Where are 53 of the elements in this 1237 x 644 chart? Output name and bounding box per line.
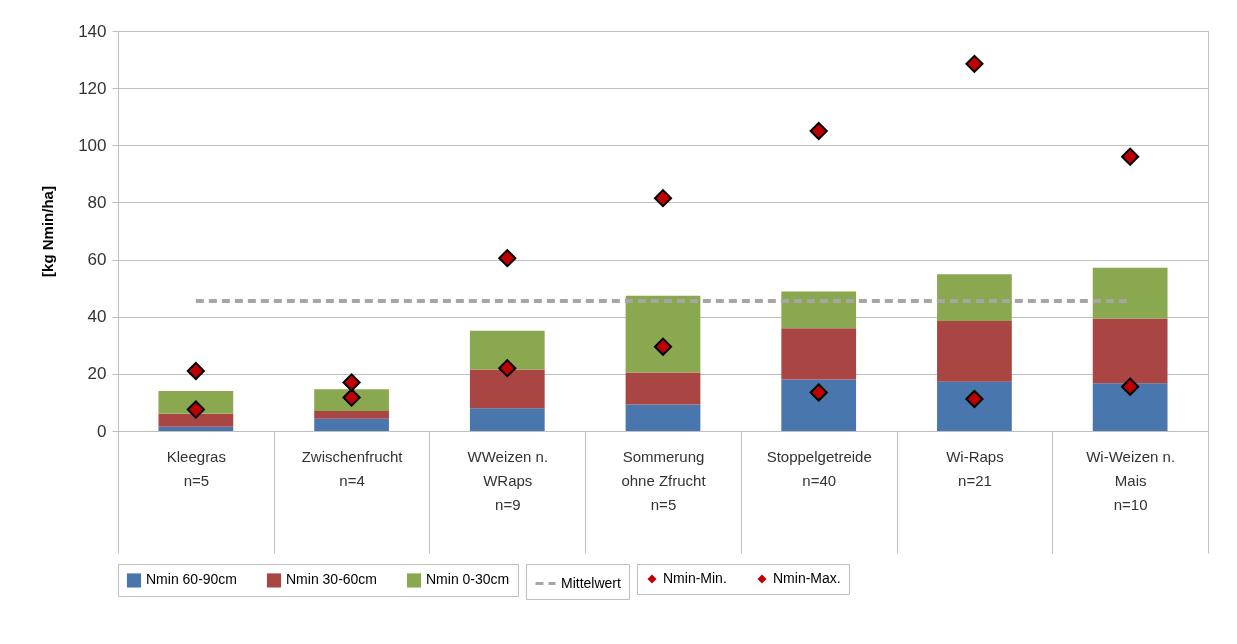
y-tick-label: 140	[78, 21, 107, 41]
point	[965, 54, 984, 73]
bar	[158, 413, 234, 427]
y-tick-label: 40	[87, 307, 107, 327]
y-tick-label: 80	[87, 192, 107, 212]
x-tick-label: Stoppelgetreide n=40	[766, 447, 872, 489]
bar	[781, 328, 857, 380]
bar	[625, 404, 701, 431]
bar	[1092, 267, 1168, 319]
x-tick-label: Wi-Weizen n. Mais n=10	[1086, 447, 1176, 513]
bar	[937, 381, 1012, 431]
y-tick-label: 60	[87, 250, 107, 270]
bar	[937, 321, 1012, 382]
x-tick-label: Wi-Raps n=21	[946, 447, 1004, 489]
legend-label: Nmin-Max.	[773, 570, 841, 586]
y-tick-label: 120	[78, 78, 107, 98]
bar	[625, 372, 701, 405]
bar	[469, 408, 545, 431]
x-tick-label: Kleegras n=5	[166, 447, 226, 489]
point	[809, 121, 828, 141]
bar	[781, 379, 857, 431]
point	[653, 337, 673, 356]
bar	[469, 369, 545, 409]
bar	[781, 291, 857, 329]
legend-label: Nmin-Min.	[663, 570, 727, 586]
point	[342, 373, 361, 392]
bar	[314, 411, 389, 419]
bar	[469, 330, 545, 370]
x-tick-label: WWeizen n. WRaps n=9	[467, 447, 549, 513]
point	[1121, 147, 1140, 166]
y-tick-label: 100	[78, 135, 107, 155]
x-tick-label: Sommerung ohne Zfrucht n=5	[621, 447, 707, 513]
legend-label: Nmin 60-90cm	[146, 571, 238, 588]
bar	[314, 418, 389, 431]
legend-label: Mittelwert	[561, 574, 622, 591]
bar	[158, 391, 234, 414]
point	[653, 189, 673, 208]
y-tick-label: 0	[97, 421, 107, 441]
bar	[158, 426, 234, 431]
point	[186, 361, 205, 381]
bar	[1092, 383, 1168, 431]
legend-label: Nmin 30-60cm	[286, 571, 378, 588]
y-tick-label: 20	[87, 364, 107, 384]
point	[498, 359, 517, 378]
bar	[625, 295, 701, 373]
point	[498, 249, 517, 268]
y-axis-title: [kg Nmin/ha]	[39, 186, 57, 277]
bar	[937, 274, 1012, 321]
legend-label: Nmin 0-30cm	[426, 571, 510, 588]
point	[1121, 377, 1140, 396]
x-tick-label: Zwischenfrucht n=4	[301, 447, 404, 489]
bar	[1092, 318, 1168, 384]
point	[809, 383, 828, 402]
